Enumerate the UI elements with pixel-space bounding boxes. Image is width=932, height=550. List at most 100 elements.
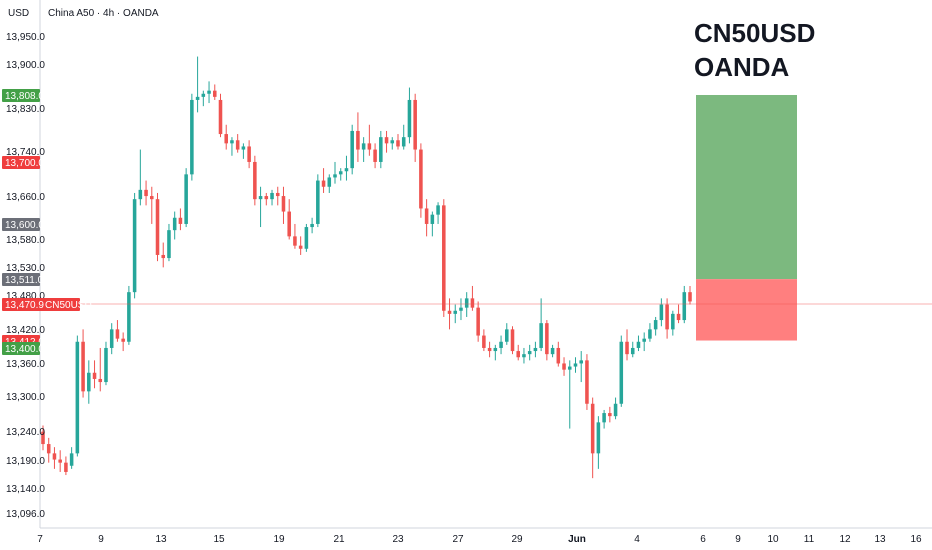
candle[interactable]: [69, 447, 74, 469]
candle[interactable]: [361, 137, 366, 162]
candle[interactable]: [132, 192, 137, 299]
candle[interactable]: [367, 124, 372, 156]
candle[interactable]: [608, 406, 612, 423]
candle[interactable]: [172, 211, 177, 240]
symbol-title[interactable]: China A50 · 4h · OANDA: [48, 8, 159, 19]
candle[interactable]: [459, 298, 463, 321]
candle[interactable]: [115, 320, 120, 342]
candle[interactable]: [87, 360, 91, 404]
candle[interactable]: [390, 137, 395, 150]
candle[interactable]: [533, 341, 538, 358]
candle[interactable]: [338, 168, 343, 181]
candle[interactable]: [109, 323, 114, 355]
candle[interactable]: [321, 168, 326, 193]
candle[interactable]: [482, 329, 486, 352]
candle[interactable]: [619, 335, 624, 407]
candle[interactable]: [642, 332, 646, 352]
candle[interactable]: [453, 304, 458, 324]
candle[interactable]: [648, 323, 652, 342]
candle[interactable]: [201, 90, 206, 107]
candle[interactable]: [516, 344, 521, 361]
candle[interactable]: [230, 137, 234, 156]
candle[interactable]: [585, 354, 589, 410]
candle[interactable]: [562, 357, 566, 376]
candle[interactable]: [539, 298, 543, 352]
candle[interactable]: [430, 211, 435, 237]
candle[interactable]: [573, 357, 578, 373]
candle[interactable]: [590, 397, 595, 479]
candle[interactable]: [688, 285, 692, 305]
candle[interactable]: [81, 329, 85, 398]
candle[interactable]: [298, 236, 303, 255]
candle[interactable]: [505, 323, 509, 345]
candle[interactable]: [613, 397, 618, 420]
candle[interactable]: [665, 298, 669, 339]
candle[interactable]: [281, 186, 286, 224]
candle[interactable]: [676, 304, 681, 324]
candle[interactable]: [235, 134, 240, 153]
candle[interactable]: [58, 450, 62, 472]
candle[interactable]: [104, 341, 108, 386]
candle[interactable]: [476, 301, 480, 342]
candle[interactable]: [64, 456, 68, 476]
candle[interactable]: [356, 112, 360, 162]
candle[interactable]: [527, 344, 532, 361]
candle[interactable]: [424, 199, 429, 237]
candle[interactable]: [659, 298, 664, 327]
candle[interactable]: [384, 130, 389, 153]
candle[interactable]: [218, 93, 223, 138]
candle[interactable]: [264, 192, 269, 206]
candle[interactable]: [522, 347, 526, 364]
candle[interactable]: [327, 174, 332, 193]
candle[interactable]: [178, 208, 183, 231]
candle[interactable]: [161, 242, 166, 268]
candle[interactable]: [212, 84, 217, 100]
candle[interactable]: [493, 344, 498, 361]
candle[interactable]: [144, 180, 148, 206]
candle[interactable]: [602, 409, 606, 429]
candle[interactable]: [127, 285, 131, 345]
candle[interactable]: [442, 199, 446, 317]
candle[interactable]: [596, 416, 601, 469]
candle[interactable]: [190, 93, 194, 181]
candle[interactable]: [550, 344, 555, 358]
candle[interactable]: [436, 202, 440, 224]
candle[interactable]: [419, 143, 423, 218]
candle[interactable]: [630, 341, 635, 358]
candle[interactable]: [287, 199, 291, 240]
candle[interactable]: [52, 447, 57, 469]
candle[interactable]: [121, 332, 125, 352]
candle[interactable]: [275, 186, 280, 206]
candle[interactable]: [682, 285, 687, 324]
candle[interactable]: [304, 223, 309, 252]
candle[interactable]: [258, 186, 263, 228]
candle[interactable]: [241, 143, 246, 159]
candle[interactable]: [41, 425, 45, 451]
candle[interactable]: [579, 351, 583, 383]
candle[interactable]: [545, 320, 549, 361]
profit-zone[interactable]: [696, 94, 797, 280]
candle[interactable]: [155, 192, 160, 262]
candle[interactable]: [333, 161, 337, 184]
candle[interactable]: [636, 335, 641, 352]
candle[interactable]: [150, 186, 154, 224]
candle[interactable]: [270, 189, 274, 206]
candle[interactable]: [671, 310, 675, 336]
candle[interactable]: [653, 316, 658, 336]
candle[interactable]: [138, 149, 143, 206]
candle[interactable]: [401, 124, 406, 150]
candle[interactable]: [407, 87, 412, 144]
candle[interactable]: [92, 360, 97, 389]
candle[interactable]: [98, 347, 103, 392]
candle[interactable]: [75, 335, 80, 457]
candle[interactable]: [293, 223, 297, 249]
candle[interactable]: [379, 130, 383, 169]
candle[interactable]: [224, 124, 228, 150]
candle[interactable]: [499, 335, 503, 355]
candle[interactable]: [413, 93, 417, 162]
candle[interactable]: [487, 341, 492, 358]
candle[interactable]: [316, 174, 320, 228]
loss-zone[interactable]: [696, 279, 797, 341]
candle[interactable]: [167, 223, 171, 262]
candle[interactable]: [373, 143, 377, 169]
